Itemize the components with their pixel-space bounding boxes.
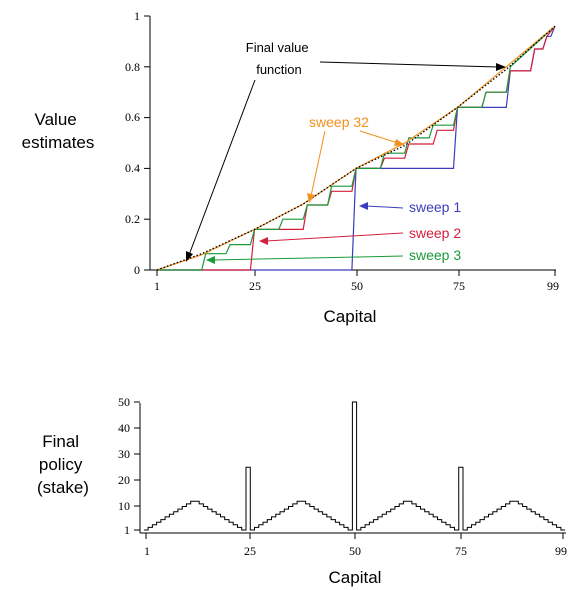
sweep-3-arrowhead (206, 256, 215, 264)
policy-step-line (143, 401, 566, 531)
sweep-1-arrowhead (359, 202, 368, 210)
value-chart: 0 0.2 0.4 0.6 0.8 1 1 25 50 75 99 Capita… (22, 9, 559, 326)
sweep-3-arrow (212, 255, 404, 261)
policy-chart-y-tick-labels: 1 10 20 30 40 50 (118, 395, 130, 537)
value-chart-y-ticks (144, 15, 150, 271)
x-tick-label: 75 (455, 544, 467, 558)
value-chart-annotations: Final value function sweep 32 sweep 1 sw… (186, 40, 506, 264)
value-chart-x-tick-labels: 1 25 50 75 99 (154, 279, 559, 293)
final-value-annotation: Final value function (246, 40, 313, 77)
x-tick-label: 75 (453, 279, 465, 293)
sweep-32-arrow-1 (310, 130, 326, 197)
x-tick-label: 50 (349, 544, 361, 558)
y-label-line: Final (42, 432, 79, 451)
final-value-arrow-left (188, 79, 256, 256)
value-chart-y-tick-labels: 0 0.2 0.4 0.6 0.8 1 (125, 9, 140, 277)
final-value-line: Final value (246, 40, 309, 55)
x-tick-label: 50 (351, 279, 363, 293)
y-tick-label: 0 (134, 263, 140, 277)
policy-chart-y-ticks (134, 401, 140, 531)
sweep-32-arrow-2 (359, 130, 399, 144)
sweep-32-arrowhead-2 (394, 139, 405, 146)
x-tick-label: 1 (144, 544, 150, 558)
sweep-2-arrowhead (259, 237, 268, 245)
policy-chart-y-label: Final policy (stake) (37, 432, 89, 497)
y-tick-label: 30 (118, 447, 130, 461)
value-chart-y-label: Value estimates (22, 110, 95, 152)
y-label-line: (stake) (37, 478, 89, 497)
series-line-sweep-3 (157, 25, 556, 271)
value-chart-series (156, 25, 556, 271)
y-tick-label: 0.2 (125, 212, 140, 226)
policy-chart-x-tick-labels: 1 25 50 75 99 (144, 544, 567, 558)
sweep-32-arrowhead-1 (307, 193, 315, 203)
sweep-1-arrow (365, 205, 404, 209)
sweep-3-label: sweep 3 (409, 247, 461, 263)
y-tick-label: 0.8 (125, 60, 140, 74)
x-tick-label: 99 (555, 544, 567, 558)
y-label-line: Value (35, 110, 77, 129)
value-chart-x-ticks (156, 270, 556, 276)
policy-chart: 1 10 20 30 40 50 1 25 50 75 99 Capital F… (37, 395, 567, 587)
y-label-line: policy (39, 455, 83, 474)
y-label-line: estimates (22, 133, 95, 152)
policy-chart-x-label: Capital (329, 568, 382, 587)
policy-chart-x-ticks (145, 533, 564, 539)
x-tick-label: 25 (249, 279, 261, 293)
sweep-2-arrow (265, 232, 404, 242)
y-tick-label: 50 (118, 395, 130, 409)
y-tick-label: 20 (118, 473, 130, 487)
y-tick-label: 0.6 (125, 110, 140, 124)
final-value-arrowhead-left (186, 251, 193, 262)
x-tick-label: 99 (547, 279, 559, 293)
y-tick-label: 1 (134, 9, 140, 23)
final-value-line: function (256, 62, 302, 77)
final-value-arrowhead-right (496, 63, 506, 71)
x-tick-label: 1 (154, 279, 160, 293)
sweep-2-label: sweep 2 (409, 225, 461, 241)
policy-chart-series (143, 401, 566, 531)
value-chart-x-label: Capital (324, 307, 377, 326)
y-tick-label: 1 (124, 523, 130, 537)
y-tick-label: 0.4 (125, 161, 140, 175)
sweep-32-label: sweep 32 (309, 114, 369, 130)
y-tick-label: 40 (118, 421, 130, 435)
x-tick-label: 25 (244, 544, 256, 558)
y-tick-label: 10 (118, 499, 130, 513)
final-value-arrow-right (319, 61, 499, 68)
series-line-final-value-function (156, 25, 556, 271)
sweep-1-label: sweep 1 (409, 199, 461, 215)
